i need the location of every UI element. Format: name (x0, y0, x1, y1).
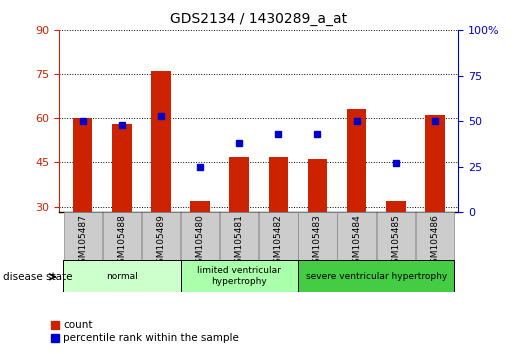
Text: GSM105485: GSM105485 (391, 214, 400, 269)
Bar (307, 159, 327, 212)
Title: GDS2134 / 1430289_a_at: GDS2134 / 1430289_a_at (170, 12, 347, 26)
Text: GSM105483: GSM105483 (313, 214, 322, 269)
Text: GSM105489: GSM105489 (157, 214, 165, 269)
Bar (230, 156, 249, 212)
Bar (268, 156, 288, 212)
FancyBboxPatch shape (181, 260, 298, 292)
FancyBboxPatch shape (376, 212, 415, 260)
Text: severe ventricular hypertrophy: severe ventricular hypertrophy (305, 272, 447, 281)
FancyBboxPatch shape (298, 212, 337, 260)
FancyBboxPatch shape (416, 212, 454, 260)
Text: GSM105480: GSM105480 (196, 214, 204, 269)
FancyBboxPatch shape (102, 212, 141, 260)
Text: GSM105486: GSM105486 (431, 214, 439, 269)
Bar (151, 71, 171, 212)
FancyBboxPatch shape (63, 260, 181, 292)
Text: GSM105488: GSM105488 (117, 214, 126, 269)
Text: GSM105484: GSM105484 (352, 214, 361, 269)
Bar (425, 115, 444, 212)
FancyBboxPatch shape (63, 212, 102, 260)
Text: normal: normal (106, 272, 138, 281)
Bar (112, 124, 132, 212)
Bar (386, 201, 405, 212)
FancyBboxPatch shape (259, 212, 298, 260)
Bar (347, 109, 366, 212)
Text: GSM105482: GSM105482 (274, 214, 283, 269)
FancyBboxPatch shape (298, 260, 454, 292)
FancyBboxPatch shape (142, 212, 180, 260)
Bar (73, 118, 93, 212)
FancyBboxPatch shape (337, 212, 376, 260)
Text: GSM105481: GSM105481 (235, 214, 244, 269)
Text: disease state: disease state (3, 272, 72, 282)
FancyBboxPatch shape (181, 212, 219, 260)
Bar (191, 201, 210, 212)
Legend: count, percentile rank within the sample: count, percentile rank within the sample (52, 320, 239, 343)
Text: limited ventricular
hypertrophy: limited ventricular hypertrophy (197, 267, 281, 286)
Text: GSM105487: GSM105487 (78, 214, 87, 269)
FancyBboxPatch shape (220, 212, 259, 260)
